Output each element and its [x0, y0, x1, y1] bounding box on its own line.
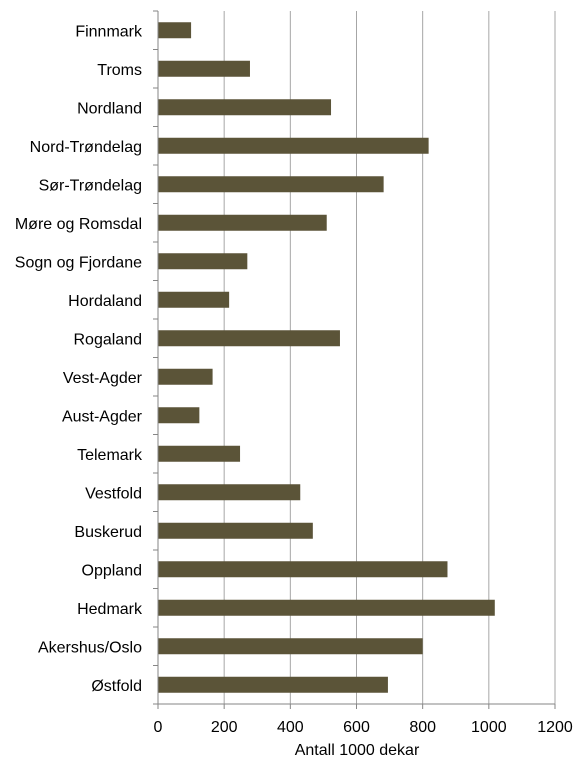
category-label: Oppland [82, 562, 143, 579]
category-label: Vest-Agder [63, 370, 143, 387]
category-label: Buskerud [74, 524, 142, 541]
tick-labels: 0 200 400 600 800 1000 1200 Finnmark Troms Nordla… [15, 23, 573, 736]
bar-sogn-og-fjordane [158, 253, 248, 270]
x-axis-title: Antall 1000 dekar [295, 742, 420, 759]
category-label: Østfold [91, 678, 142, 695]
bar-s-r-tr-ndelag [158, 176, 384, 193]
x-tick-label-1200: 1200 [537, 719, 573, 736]
bar-telemark [158, 445, 241, 462]
category-label: Sør-Trøndelag [39, 177, 142, 194]
x-tick-label-400: 400 [277, 719, 304, 736]
category-label: Nordland [77, 100, 142, 117]
bar-vest-agder [158, 368, 213, 385]
category-label: Aust-Agder [62, 408, 143, 425]
bars [158, 22, 495, 693]
x-tick-label-600: 600 [343, 719, 370, 736]
category-label: Nord-Trøndelag [30, 139, 142, 156]
x-tick-label-1000: 1000 [471, 719, 507, 736]
category-label: Akershus/Oslo [38, 639, 142, 656]
gridlines [223, 11, 556, 704]
bar-finnmark [158, 22, 192, 39]
bar--stfold [158, 676, 388, 693]
category-label: Hordaland [68, 293, 142, 310]
x-tick-label-800: 800 [409, 719, 436, 736]
bar-rogaland [158, 330, 340, 347]
bar-nordland [158, 99, 332, 116]
bar-vestfold [158, 484, 301, 501]
x-tick-label-200: 200 [211, 719, 238, 736]
axes [153, 10, 556, 709]
category-label: Sogn og Fjordane [15, 254, 142, 271]
category-label: Troms [97, 62, 142, 79]
category-label: Finnmark [75, 23, 143, 40]
bar-oppland [158, 561, 448, 578]
bar-aust-agder [158, 407, 200, 424]
bar-hordaland [158, 291, 230, 308]
category-label: Rogaland [74, 331, 143, 348]
bar-hedmark [158, 599, 495, 616]
category-label: Telemark [77, 447, 143, 464]
category-label: Vestfold [85, 485, 142, 502]
category-label: Hedmark [77, 601, 143, 618]
x-tick-label-0: 0 [154, 719, 163, 736]
bar-nord-tr-ndelag [158, 137, 429, 154]
bar-troms [158, 60, 250, 77]
bar-m-re-og-romsdal [158, 214, 327, 231]
bar-buskerud [158, 522, 313, 539]
category-label: Møre og Romsdal [15, 216, 142, 233]
bar-akershus-oslo [158, 638, 423, 655]
